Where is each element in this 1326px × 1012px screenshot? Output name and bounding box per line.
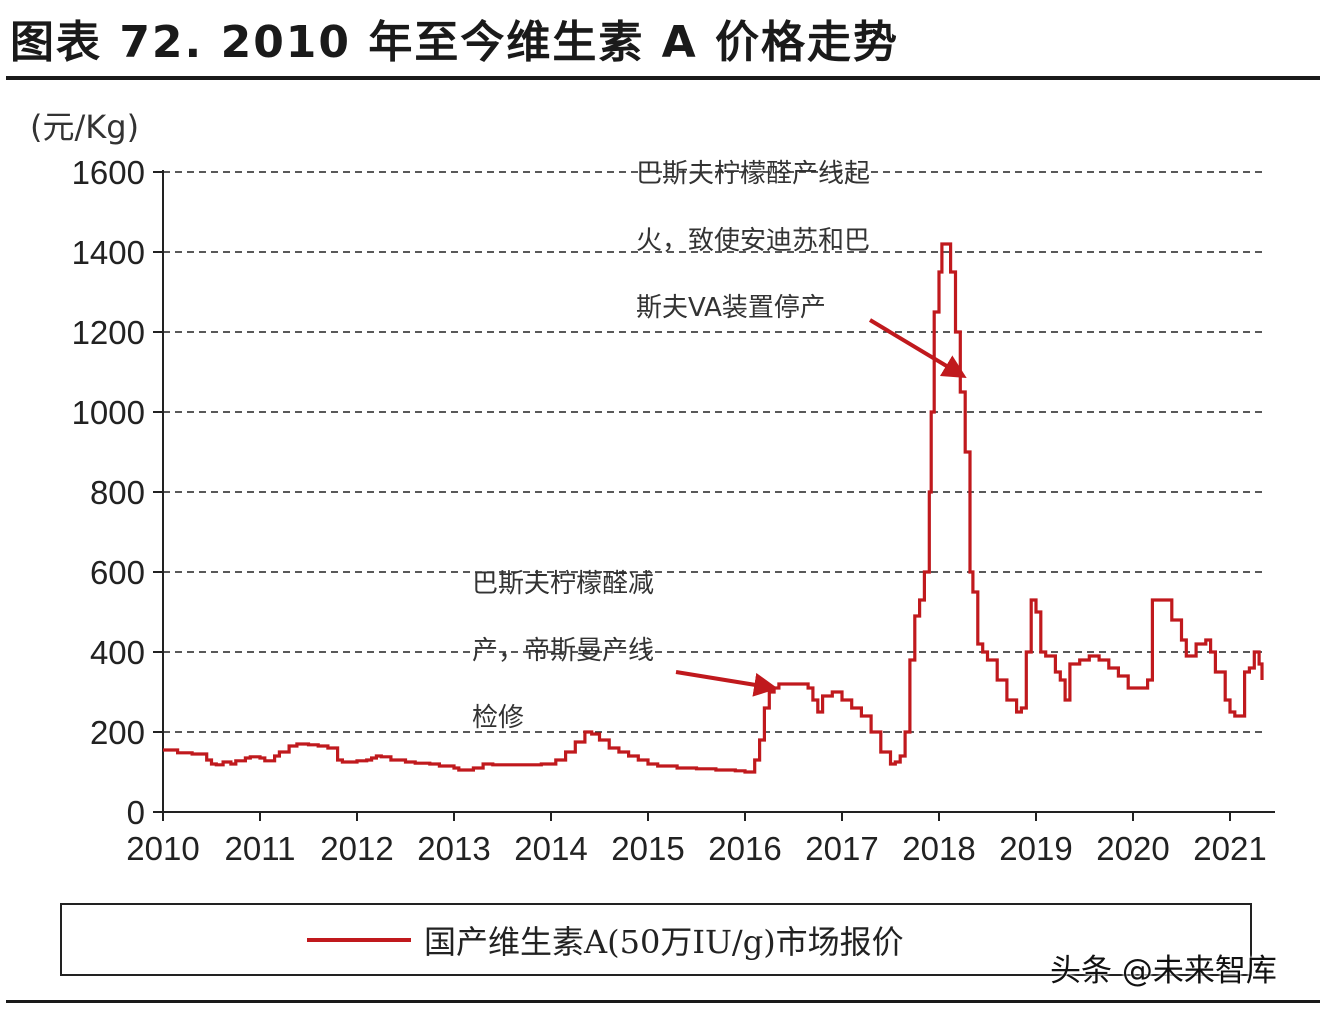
x-tick-label: 2016	[708, 830, 781, 867]
x-tick-label: 2011	[225, 830, 296, 867]
x-tick-label: 2017	[805, 830, 878, 867]
annotation-text: 火，致使安迪苏和巴	[636, 226, 870, 256]
y-tick-label: 800	[90, 474, 145, 511]
annotation-text: 检修	[472, 703, 524, 733]
bottom-rule	[6, 1000, 1320, 1003]
y-tick-label: 0	[127, 794, 145, 831]
title-rule	[6, 76, 1320, 80]
y-unit-label: (元/Kg)	[30, 108, 139, 146]
x-tick-label: 2015	[611, 830, 684, 867]
y-tick-label: 1600	[72, 154, 145, 191]
y-tick-label: 400	[90, 634, 145, 671]
annotation-arrow	[868, 318, 967, 379]
x-tick-label: 2010	[126, 830, 199, 867]
y-tick-label: 1000	[72, 394, 145, 431]
y-tick-label: 1400	[72, 234, 145, 271]
legend: 国产维生素A(50万IU/g)市场报价	[60, 903, 1252, 976]
figure-title: 图表 72. 2010 年至今维生素 A 价格走势	[10, 17, 900, 68]
series-layer	[163, 242, 1264, 774]
x-tick-label: 2020	[1096, 830, 1169, 867]
legend-label: 国产维生素A(50万IU/g)市场报价	[424, 923, 904, 961]
y-tick-labels: 0 200 400 600 800 1000 1200 1400 1600	[72, 154, 145, 831]
price-line-chart: (元/Kg) 0 200 400 600 800 1000 1200 1400 1600 201…	[30, 108, 1275, 867]
x-tick-label: 2019	[999, 830, 1072, 867]
annotation-text: 斯夫VA装置停产	[636, 293, 826, 323]
watermark: 头条 @未来智库	[1050, 953, 1277, 989]
x-tick-label: 2018	[902, 830, 975, 867]
annotation-text: 巴斯夫柠檬醛产线起	[636, 159, 870, 189]
axes	[153, 170, 1275, 821]
legend-swatch	[307, 938, 411, 942]
annotation-text: 巴斯夫柠檬醛减	[472, 569, 654, 599]
annotation-text: 产，帝斯曼产线	[472, 636, 654, 666]
y-tick-label: 600	[90, 554, 145, 591]
annotation-arrow	[675, 670, 779, 697]
x-tick-label: 2012	[320, 830, 393, 867]
x-tick-label: 2021	[1193, 830, 1266, 867]
annotations: 巴斯夫柠檬醛产线起火，致使安迪苏和巴斯夫VA装置停产巴斯夫柠檬醛减产，帝斯曼产线…	[472, 159, 967, 733]
y-tick-label: 1200	[72, 314, 145, 351]
y-tick-label: 200	[90, 714, 145, 751]
x-tick-label: 2013	[417, 830, 490, 867]
x-tick-labels: 2010 2011 2012 2013 2014 2015 2016 2017 2018 2019…	[126, 830, 1266, 867]
x-tick-label: 2014	[514, 830, 587, 867]
series-line-0	[163, 242, 1264, 774]
gridlines	[163, 171, 1265, 733]
